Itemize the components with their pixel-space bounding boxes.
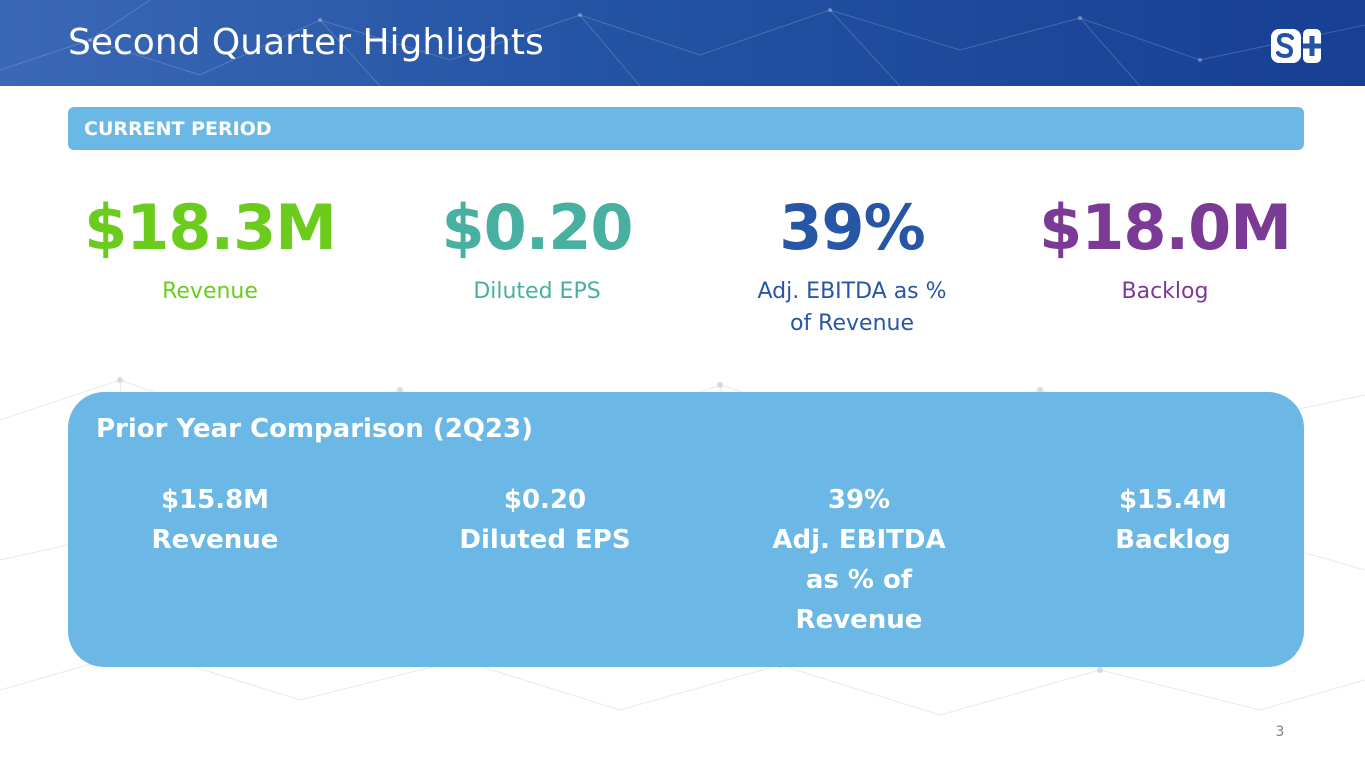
metric-diluted-eps: $0.20 Diluted EPS [387,188,687,308]
metric-backlog: $18.0M Backlog [1015,188,1315,308]
prior-diluted-eps: $0.20 Diluted EPS [430,480,660,560]
current-period-bar: CURRENT PERIOD [68,107,1304,150]
metric-value: $18.3M [84,191,337,264]
prior-revenue: $15.8M Revenue [100,480,330,560]
metric-revenue: $18.3M Revenue [60,188,360,308]
prior-value: $15.8M [160,485,270,515]
header-network-pattern [0,0,1365,86]
prior-label: Diluted EPS [459,525,631,555]
metric-adj-ebitda: 39% Adj. EBITDA as % of Revenue [702,188,1002,340]
prior-year-title: Prior Year Comparison (2Q23) [96,414,533,444]
slide-header: Second Quarter Highlights [0,0,1365,86]
prior-adj-ebitda: 39% Adj. EBITDA as % of Revenue [744,480,974,640]
prior-value: $0.20 [503,485,587,515]
metric-label: Backlog [1121,279,1209,304]
prior-backlog: $15.4M Backlog [1058,480,1288,560]
metric-label: Adj. EBITDA as % of Revenue [757,279,947,336]
prior-label: Revenue [151,525,279,555]
current-period-label: CURRENT PERIOD [84,118,272,140]
metric-value: 39% [779,191,925,264]
metric-value: $18.0M [1039,191,1292,264]
prior-label: Adj. EBITDA as % of Revenue [772,525,946,635]
page-number: 3 [1275,724,1285,740]
page-title: Second Quarter Highlights [68,22,544,63]
prior-value: 39% [827,485,891,515]
splus-logo-icon [1271,29,1321,63]
prior-label: Backlog [1115,525,1231,555]
metric-value: $0.20 [441,191,633,264]
metric-label: Diluted EPS [473,279,601,304]
metric-label: Revenue [162,279,258,304]
prior-year-comparison-panel: Prior Year Comparison (2Q23) $15.8M Reve… [68,392,1304,667]
prior-value: $15.4M [1118,485,1228,515]
